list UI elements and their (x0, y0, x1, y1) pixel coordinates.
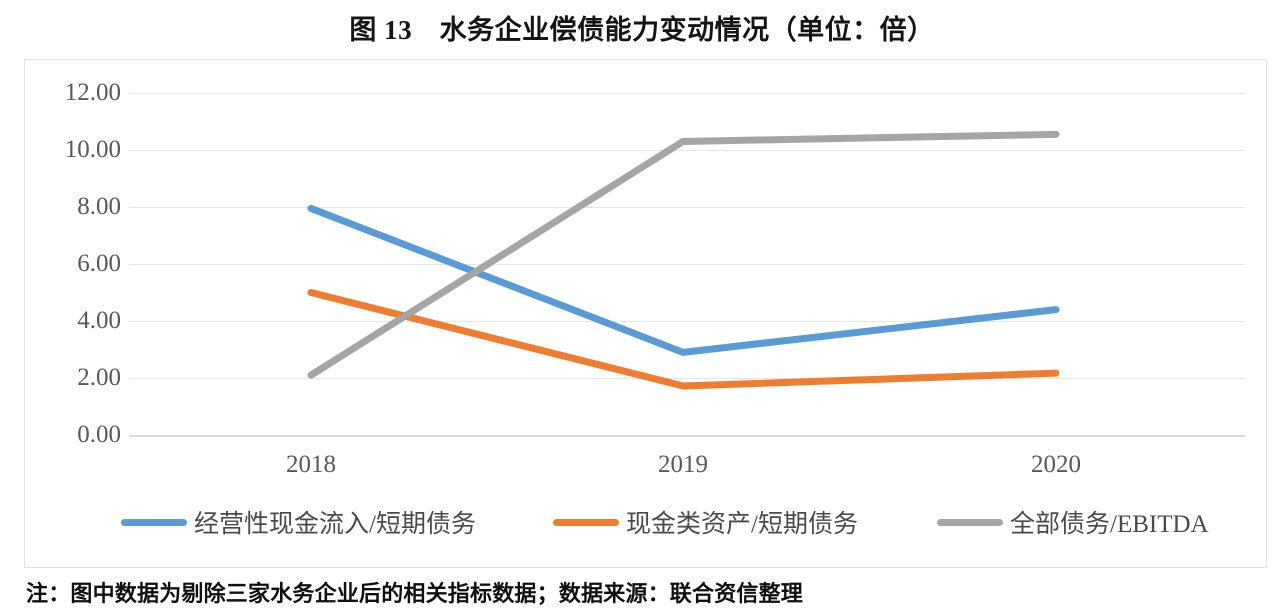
x-axis-line (129, 435, 1245, 437)
series-container (307, 130, 1060, 390)
gridline (129, 207, 1245, 208)
series-line-orange (307, 289, 1060, 390)
y-tick-label: 8.00 (77, 193, 121, 220)
gridline (129, 150, 1245, 151)
gridline (129, 264, 1245, 265)
legend-swatch-blue (121, 518, 187, 526)
gridline (129, 378, 1245, 379)
legend-item-total-debt-to-ebitda[interactable]: 全部债务/EBITDA (937, 500, 1209, 544)
figure-footnote: 注：图中数据为剔除三家水务企业后的相关指标数据；数据来源：联合资信整理 (26, 581, 804, 606)
legend-swatch-orange (553, 518, 619, 526)
x-tick-label-2019: 2019 (658, 451, 708, 478)
gridline (129, 93, 1245, 94)
y-tick-label: 4.00 (77, 307, 121, 334)
y-tick-label: 12.00 (64, 79, 121, 106)
chart-frame: 12.00 10.00 8.00 6.00 4.00 2.00 0.00 201… (24, 59, 1267, 568)
y-tick-label: 6.00 (77, 250, 121, 277)
gridline (129, 321, 1245, 322)
series-line-gray (307, 130, 1060, 379)
y-tick-label: 0.00 (77, 421, 121, 448)
legend-label: 现金类资产/短期债务 (626, 511, 858, 538)
legend-item-operating-cash-inflow-to-short-term-debt[interactable]: 经营性现金流入/短期债务 (121, 500, 476, 544)
y-tick-label: 10.00 (64, 136, 121, 163)
series-line-blue (307, 204, 1060, 356)
legend-swatch-gray (937, 518, 1003, 526)
legend-item-cash-assets-to-short-term-debt[interactable]: 现金类资产/短期债务 (553, 500, 858, 544)
legend-label: 经营性现金流入/短期债务 (194, 511, 476, 538)
x-tick-label-2018: 2018 (286, 451, 336, 478)
legend-label: 全部债务/EBITDA (1010, 511, 1209, 538)
chart-legend: 经营性现金流入/短期债务 现金类资产/短期债务 全部债务/EBITDA (25, 500, 1268, 544)
plot-area (129, 93, 1245, 436)
x-tick-label-2020: 2020 (1031, 451, 1081, 478)
y-tick-label: 2.00 (77, 364, 121, 391)
page-title: 图 13 水务企业偿债能力变动情况（单位：倍） (349, 15, 935, 45)
